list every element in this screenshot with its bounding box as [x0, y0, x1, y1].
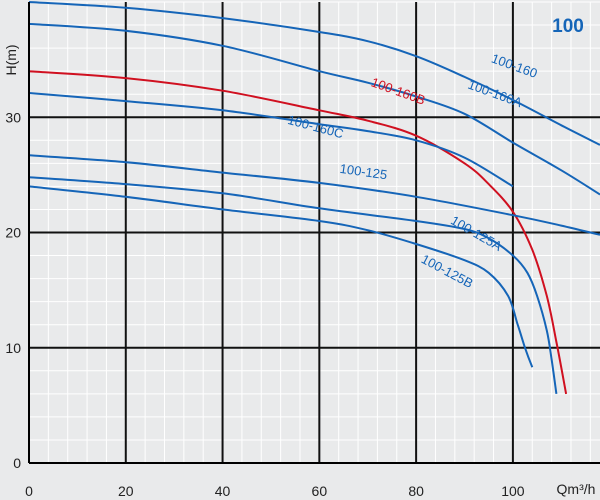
- curve-label-100-125: 100-125: [339, 161, 388, 182]
- x-tick-label: 100: [501, 483, 525, 499]
- x-tick-label: 80: [408, 483, 424, 499]
- tick-labels: 0 20 40 60 80 100 0 10 20 30: [5, 109, 524, 499]
- series-line-100-160: [28, 1, 600, 146]
- series-line-100-160B: [28, 70, 568, 395]
- y-tick-label: 30: [5, 109, 21, 125]
- series-line-100-160C: [28, 92, 514, 188]
- y-tick-label: 10: [5, 340, 21, 356]
- series-line-100-160A: [28, 22, 600, 196]
- axes: [28, 2, 600, 464]
- y-tick-label: 20: [5, 225, 21, 241]
- x-tick-label: 20: [118, 483, 134, 499]
- y-axis-title: H(m): [3, 44, 19, 75]
- series-line-100-125: [28, 154, 600, 236]
- x-tick-label: 0: [25, 483, 33, 499]
- major-grid: [29, 2, 600, 463]
- model-badge: 100: [552, 16, 584, 37]
- x-axis-title: Qm³/h: [557, 481, 596, 497]
- curves: [28, 1, 600, 395]
- series-line-100-125B: [28, 185, 534, 368]
- series-line-100-125A: [28, 176, 558, 395]
- x-tick-label: 60: [312, 483, 328, 499]
- x-tick-label: 40: [215, 483, 231, 499]
- y-tick-label: 0: [13, 455, 21, 471]
